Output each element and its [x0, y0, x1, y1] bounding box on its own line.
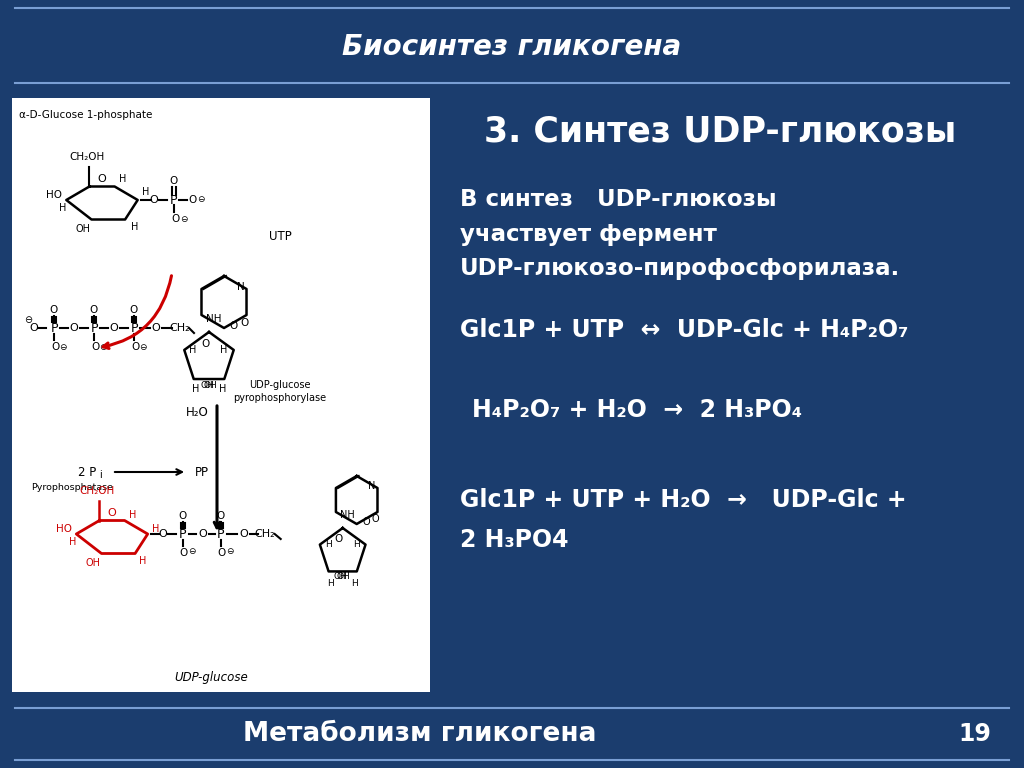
Text: В синтез   UDP-глюкозы: В синтез UDP-глюкозы	[460, 188, 776, 211]
Text: O: O	[240, 529, 248, 539]
Text: NH: NH	[206, 314, 221, 324]
Text: ⊖: ⊖	[197, 196, 205, 204]
Text: i: i	[216, 470, 218, 480]
Text: OH: OH	[201, 380, 215, 389]
Text: P: P	[50, 322, 57, 335]
Text: HO: HO	[56, 524, 73, 534]
Text: H: H	[69, 537, 76, 547]
Bar	[0, 0, 1024, 90]
Text: O: O	[199, 529, 207, 539]
Text: H: H	[129, 511, 136, 521]
Text: O: O	[91, 342, 99, 352]
Text: O: O	[90, 305, 98, 315]
Text: Метаболизм гликогена: Метаболизм гликогена	[244, 721, 597, 747]
Text: O: O	[335, 534, 343, 544]
Text: Glc1P + UTP  ↔  UDP-Glc + H₄P₂O₇: Glc1P + UTP ↔ UDP-Glc + H₄P₂O₇	[460, 318, 908, 342]
Text: H: H	[119, 174, 126, 184]
Text: O: O	[130, 305, 138, 315]
Text: O: O	[241, 318, 249, 328]
Text: 3. Синтез UDP-глюкозы: 3. Синтез UDP-глюкозы	[483, 115, 956, 149]
Bar	[12, 98, 430, 692]
Text: UTP: UTP	[268, 230, 292, 243]
Text: OH: OH	[334, 572, 347, 581]
Text: O: O	[217, 548, 226, 558]
Text: O: O	[30, 323, 38, 333]
Text: H: H	[326, 540, 332, 549]
Text: H: H	[152, 524, 160, 534]
Text: 2 H₃PO4: 2 H₃PO4	[460, 528, 568, 552]
Text: O: O	[216, 511, 225, 521]
Text: UDP-glucose
pyrophosphorylase: UDP-glucose pyrophosphorylase	[233, 380, 327, 403]
Text: UDP-глюкозо-пирофосфорилаза.: UDP-глюкозо-пирофосфорилаза.	[460, 257, 900, 280]
Text: Glc1P + UTP + H₂O  →   UDP-Glc +: Glc1P + UTP + H₂O → UDP-Glc +	[460, 488, 906, 512]
Text: ⊖: ⊖	[188, 547, 196, 555]
Text: H: H	[58, 203, 66, 213]
Text: H: H	[351, 579, 358, 588]
Text: CH₂OH: CH₂OH	[70, 151, 105, 161]
Text: ⊖: ⊖	[226, 547, 233, 555]
Text: O: O	[372, 514, 379, 524]
Text: O: O	[170, 176, 178, 186]
Text: PP: PP	[195, 465, 209, 478]
Text: H₄P₂O₇ + H₂O  →  2 H₃PO₄: H₄P₂O₇ + H₂O → 2 H₃PO₄	[472, 398, 802, 422]
Text: ⊖: ⊖	[99, 343, 106, 352]
Text: HO: HO	[46, 190, 62, 200]
Text: O: O	[201, 339, 209, 349]
Text: P: P	[217, 528, 224, 541]
Text: O: O	[178, 511, 186, 521]
Text: N: N	[368, 481, 375, 491]
Text: N: N	[237, 282, 245, 292]
Text: P: P	[179, 528, 186, 541]
Text: H₂O: H₂O	[185, 406, 208, 419]
Text: CH₂: CH₂	[170, 323, 190, 333]
Text: 2 P: 2 P	[78, 465, 96, 478]
Text: O: O	[50, 305, 58, 315]
Text: H: H	[218, 384, 226, 394]
Text: H: H	[193, 384, 200, 394]
Text: OH: OH	[204, 380, 217, 389]
Text: H: H	[353, 540, 359, 549]
Text: OH: OH	[86, 558, 101, 568]
Text: 19: 19	[958, 722, 991, 746]
Text: O: O	[362, 517, 371, 527]
Text: α-D-Glucose 1-phosphate: α-D-Glucose 1-phosphate	[19, 110, 153, 120]
Text: O: O	[159, 529, 167, 539]
Text: CH₂OH: CH₂OH	[80, 485, 115, 495]
Text: P: P	[170, 194, 177, 207]
Text: O: O	[131, 342, 139, 352]
Text: участвует фермент: участвует фермент	[460, 223, 717, 246]
Text: i: i	[98, 470, 101, 480]
Text: O: O	[110, 323, 119, 333]
Text: ⊖: ⊖	[139, 343, 146, 352]
Text: Биосинтез гликогена: Биосинтез гликогена	[342, 33, 682, 61]
Bar	[0, 700, 1024, 768]
Text: O: O	[179, 548, 187, 558]
Text: H: H	[131, 223, 139, 233]
Text: O: O	[51, 342, 59, 352]
Text: H: H	[328, 579, 334, 588]
Text: P: P	[130, 322, 138, 335]
Text: Pyrophosphatase: Pyrophosphatase	[31, 484, 113, 492]
Text: CH₂: CH₂	[254, 529, 275, 539]
Text: NH: NH	[340, 510, 354, 520]
Text: O: O	[108, 508, 117, 518]
Text: P: P	[90, 322, 97, 335]
Text: OH: OH	[76, 224, 91, 234]
Text: H: H	[142, 187, 150, 197]
Text: O: O	[188, 195, 197, 205]
Text: UDP-glucose: UDP-glucose	[174, 671, 248, 684]
Text: H: H	[188, 345, 196, 355]
Text: ⊖: ⊖	[59, 343, 67, 352]
Text: OH: OH	[337, 572, 350, 581]
Text: O: O	[152, 323, 161, 333]
Text: O: O	[172, 214, 180, 224]
Text: O: O	[70, 323, 79, 333]
Text: O: O	[150, 195, 158, 205]
Text: H: H	[220, 345, 227, 355]
Text: H: H	[139, 557, 146, 567]
Text: ⊖: ⊖	[24, 315, 32, 325]
Text: ⊖: ⊖	[180, 214, 187, 223]
Text: O: O	[97, 174, 106, 184]
Text: O: O	[229, 321, 239, 331]
